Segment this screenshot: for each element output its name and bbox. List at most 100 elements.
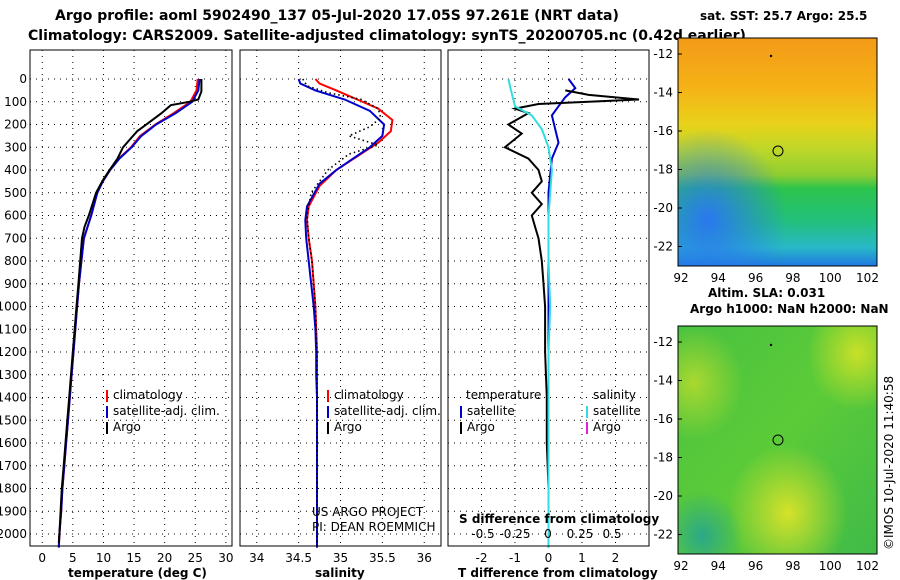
difference-legend: temperature salinity satellite Argo sate…	[460, 388, 641, 434]
lon-tick-label: 102	[856, 559, 879, 573]
salinity-axis-ticks: 34 34.5 35 35.5 36	[249, 551, 432, 565]
project-label: US ARGO PROJECT	[312, 505, 424, 519]
legend-label-t-satellite: satellite	[467, 404, 515, 418]
depth-tick-label: 1700	[0, 459, 27, 473]
depth-tick-label: 1400	[0, 391, 27, 405]
lon-tick-label: 92	[673, 271, 688, 285]
pi-label: PI: DEAN ROEMMICH	[312, 520, 435, 534]
legend-label-argo: Argo	[113, 420, 141, 434]
x-tick-label: 0	[545, 551, 553, 565]
temperature-legend: climatology satellite-adj. clim. Argo	[106, 388, 220, 434]
x-tick-label: 34.5	[285, 551, 312, 565]
depth-tick-label: 2000	[0, 527, 27, 541]
temperature-panel	[29, 49, 233, 548]
argo-position-marker	[772, 145, 784, 157]
legend-title-salinity: salinity	[593, 388, 636, 402]
depth-tick-label: 300	[4, 140, 27, 154]
lon-tick-label: 98	[785, 559, 800, 573]
lat-tick-label: -16	[653, 124, 673, 138]
imos-credit: ©IMOS 10-Jul-2020 11:40:58	[882, 376, 896, 550]
s-diff-tick-label: -0.5	[471, 527, 494, 541]
x-tick-label: 30	[218, 551, 233, 565]
lat-tick-label: -18	[653, 451, 673, 465]
temperature-axis-label: temperature (deg C)	[68, 566, 207, 580]
lat-tick-label: -12	[653, 47, 673, 61]
lat-tick-label: -22	[653, 528, 673, 542]
depth-tick-label: 0	[19, 72, 27, 86]
x-tick-label: 0	[38, 551, 46, 565]
legend-label-climatology: climatology	[334, 388, 404, 402]
sla-map-lat-ticks: -12 -14 -16 -18 -20 -22	[653, 335, 682, 542]
depth-tick-label: 100	[4, 95, 27, 109]
depth-tick-label: 1300	[0, 368, 27, 382]
title-line-2: Climatology: CARS2009. Satellite-adjuste…	[28, 28, 746, 44]
argo-position-marker	[772, 434, 784, 446]
x-tick-label: 36	[417, 551, 432, 565]
lon-tick-label: 100	[819, 559, 842, 573]
lat-tick-label: -22	[653, 240, 673, 254]
title-line-1: Argo profile: aoml 5902490_137 05-Jul-20…	[55, 8, 619, 24]
depth-tick-label: 1900	[0, 504, 27, 518]
difference-panel	[447, 49, 650, 548]
depth-tick-label: 1200	[0, 345, 27, 359]
depth-tick-label: 700	[4, 231, 27, 245]
lat-tick-label: -14	[653, 374, 673, 388]
depth-tick-label: 600	[4, 209, 27, 223]
lon-tick-label: 96	[748, 559, 763, 573]
salinity-panel	[239, 49, 442, 548]
sst-map-lon-ticks: 92 94 96 98 100 102	[673, 271, 879, 285]
lat-tick-label: -12	[653, 335, 673, 349]
depth-tick-label: 1600	[0, 436, 27, 450]
depth-tick-label: 1500	[0, 413, 27, 427]
t-diff-axis-ticks: -2 -1 0 1 2	[476, 551, 620, 565]
x-tick-label: 5	[69, 551, 77, 565]
s-diff-tick-label: 0.25	[567, 527, 594, 541]
legend-label-satellite: satellite-adj. clim.	[113, 404, 220, 418]
series-line-satellite-adj-clim-	[57, 78, 201, 548]
s-diff-tick-label: 0.5	[602, 527, 621, 541]
depth-tick-label: 500	[4, 186, 27, 200]
series-line-argo	[302, 78, 382, 548]
lat-tick-label: -20	[653, 489, 673, 503]
lon-tick-label: 102	[856, 271, 879, 285]
sst-map: sat. SST: 25.7 Argo: 25.5 Altim. SLA: 0.…	[653, 9, 879, 300]
series-line-salinity-satellite	[507, 78, 553, 548]
salinity-legend: climatology satellite-adj. clim. Argo	[327, 388, 441, 434]
x-tick-label: 35	[333, 551, 348, 565]
sst-map-title: sat. SST: 25.7 Argo: 25.5	[700, 9, 867, 23]
x-tick-label: 2	[612, 551, 620, 565]
sst-map-lat-ticks: -12 -14 -16 -18 -20 -22	[653, 47, 682, 254]
s-diff-axis-ticks: -0.5 -0.25 0 0.25 0.5	[471, 527, 621, 541]
legend-label-argo: Argo	[334, 420, 362, 434]
lon-tick-label: 92	[673, 559, 688, 573]
depth-axis-ticks: 0 100 200 300 400 500 600 700 800 900 1000 1100 1200…	[0, 72, 27, 541]
series-line-temperature-argo	[503, 89, 640, 544]
depth-tick-label: 1000	[0, 300, 27, 314]
lon-tick-label: 94	[711, 271, 726, 285]
x-tick-label: 10	[96, 551, 111, 565]
legend-title-temperature: temperature	[466, 388, 541, 402]
float-track-dot	[769, 343, 773, 347]
legend-label-climatology: climatology	[113, 388, 183, 402]
lon-tick-label: 98	[785, 271, 800, 285]
x-tick-label: 20	[157, 551, 172, 565]
x-tick-label: 15	[126, 551, 141, 565]
x-tick-label: 34	[249, 551, 264, 565]
legend-label-s-satellite: satellite	[593, 404, 641, 418]
depth-tick-label: 800	[4, 254, 27, 268]
s-diff-tick-label: 0	[544, 527, 552, 541]
lat-tick-label: -18	[653, 163, 673, 177]
lon-tick-label: 100	[819, 271, 842, 285]
sla-map: Argo h1000: NaN h2000: NaN -12-14-16-18-…	[653, 302, 888, 573]
series-line-argo	[57, 79, 203, 544]
t-diff-axis-label: T difference from climatology	[458, 566, 658, 580]
float-track-dot	[769, 54, 773, 58]
lon-tick-label: 94	[711, 559, 726, 573]
legend-label-s-argo: Argo	[593, 420, 621, 434]
lat-tick-label: -20	[653, 201, 673, 215]
altimetry-sla-label: Altim. SLA: 0.031	[708, 286, 825, 300]
series-line-satellite-adj-clim-	[297, 78, 386, 548]
s-diff-tick-label: -0.25	[499, 527, 530, 541]
x-tick-label: -2	[476, 551, 488, 565]
lat-tick-label: -16	[653, 412, 673, 426]
